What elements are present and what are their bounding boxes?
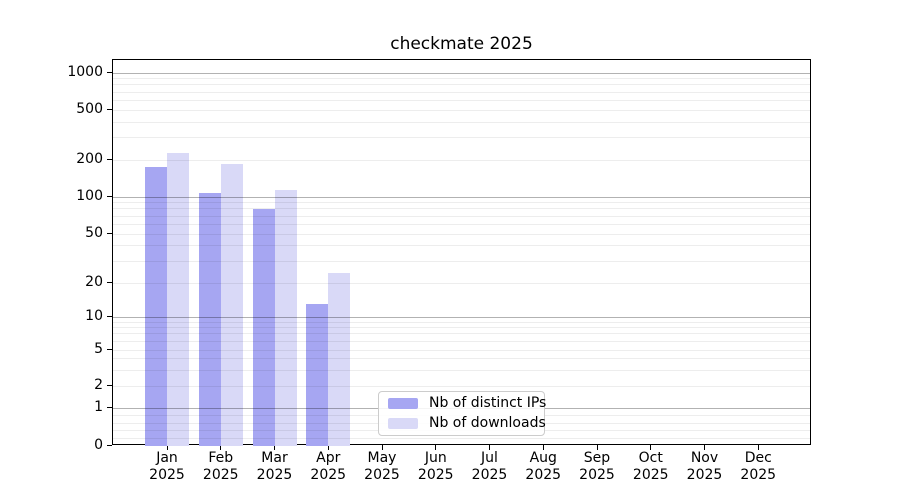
y-tick-label: 500: [76, 101, 103, 117]
bar-distinct-ips: [306, 304, 329, 446]
chart-title: checkmate 2025: [390, 34, 533, 54]
x-tick-label: Jul 2025: [471, 450, 508, 483]
gridline-minor: [113, 84, 810, 86]
bar-downloads: [167, 152, 189, 446]
x-tick-mark: [650, 445, 652, 450]
legend-swatch-distinct-ips: [388, 398, 418, 409]
gridline-minor: [113, 358, 810, 360]
gridline-minor: [113, 91, 810, 93]
gridline-minor: [113, 233, 810, 235]
y-tick-label: 5: [94, 341, 103, 357]
x-tick-label: Jan 2025: [149, 450, 185, 483]
x-tick-mark: [327, 445, 329, 450]
gridline-minor: [113, 385, 810, 387]
gridline-minor: [113, 202, 810, 204]
bar-downloads: [328, 273, 351, 446]
x-tick-label: Dec 2025: [740, 450, 777, 483]
gridline-minor: [113, 159, 810, 161]
x-tick-label: Jun 2025: [417, 450, 454, 483]
gridline-minor: [113, 245, 810, 247]
y-tick-mark: [107, 315, 112, 317]
legend-label-distinct-ips: Nb of distinct IPs: [429, 395, 547, 411]
y-tick-label: 50: [85, 225, 103, 241]
y-tick-mark: [107, 348, 112, 350]
gridline-minor: [113, 327, 810, 329]
bar-distinct-ips: [252, 208, 275, 446]
bar-downloads: [274, 190, 297, 446]
x-tick-mark: [166, 445, 168, 450]
plot-area: [112, 59, 811, 446]
y-tick-mark: [107, 232, 112, 234]
gridline-minor: [113, 215, 810, 217]
x-tick-label: Sep 2025: [579, 450, 615, 483]
y-tick-mark: [107, 406, 112, 408]
gridline-minor: [113, 260, 810, 262]
x-tick-mark: [220, 445, 222, 450]
gridline-major: [113, 316, 810, 318]
bar-distinct-ips: [145, 167, 167, 446]
gridline-minor: [113, 109, 810, 111]
gridline-minor: [113, 349, 810, 351]
y-tick-label: 1: [94, 399, 103, 415]
y-tick-label: 0: [94, 437, 103, 453]
gridline-minor: [113, 137, 810, 139]
gridline-minor: [113, 78, 810, 80]
gridline-minor: [113, 333, 810, 335]
x-tick-label: Apr 2025: [310, 450, 347, 483]
y-tick-label: 100: [76, 188, 103, 204]
y-tick-label: 1000: [67, 64, 103, 80]
y-tick-mark: [107, 384, 112, 386]
x-tick-label: May 2025: [364, 450, 400, 483]
x-tick-mark: [542, 445, 544, 450]
legend-label-downloads: Nb of downloads: [429, 415, 546, 431]
y-tick-mark: [107, 281, 112, 283]
gridline-major: [113, 72, 810, 74]
y-tick-label: 2: [94, 377, 103, 393]
y-tick-mark: [107, 195, 112, 197]
y-tick-label: 20: [85, 274, 103, 290]
x-tick-mark: [274, 445, 275, 450]
legend-item-downloads: Nb of downloads: [388, 415, 546, 432]
gridline-minor: [113, 208, 810, 210]
gridline-minor: [113, 99, 810, 101]
x-tick-mark: [381, 445, 383, 450]
gridline-minor: [113, 340, 810, 342]
bar-distinct-ips: [198, 193, 221, 446]
y-tick-label: 10: [85, 308, 103, 324]
y-tick-mark: [107, 158, 112, 160]
legend-swatch-downloads: [388, 418, 418, 429]
y-tick-label: 200: [76, 151, 103, 167]
gridline-major: [113, 196, 810, 198]
x-tick-label: Mar 2025: [256, 450, 293, 483]
y-tick-mark: [107, 444, 112, 446]
x-tick-mark: [489, 445, 490, 450]
gridline-minor: [113, 321, 810, 323]
x-tick-mark: [596, 445, 598, 450]
gridline-minor: [113, 369, 810, 371]
legend: Nb of distinct IPs Nb of downloads: [378, 391, 546, 436]
bar-downloads: [220, 164, 243, 446]
x-tick-label: Oct 2025: [632, 450, 669, 483]
x-tick-label: Aug 2025: [525, 450, 562, 483]
y-tick-mark: [107, 108, 112, 110]
x-tick-mark: [435, 445, 437, 450]
x-tick-mark: [704, 445, 705, 450]
gridline-minor: [113, 223, 810, 225]
legend-item-distinct-ips: Nb of distinct IPs: [388, 395, 546, 412]
x-tick-mark: [757, 445, 759, 450]
x-tick-label: Nov 2025: [686, 450, 723, 483]
x-tick-label: Feb 2025: [202, 450, 239, 483]
gridline-minor: [113, 437, 810, 439]
y-tick-mark: [107, 71, 112, 73]
gridline-minor: [113, 121, 810, 123]
gridline-minor: [113, 282, 810, 284]
